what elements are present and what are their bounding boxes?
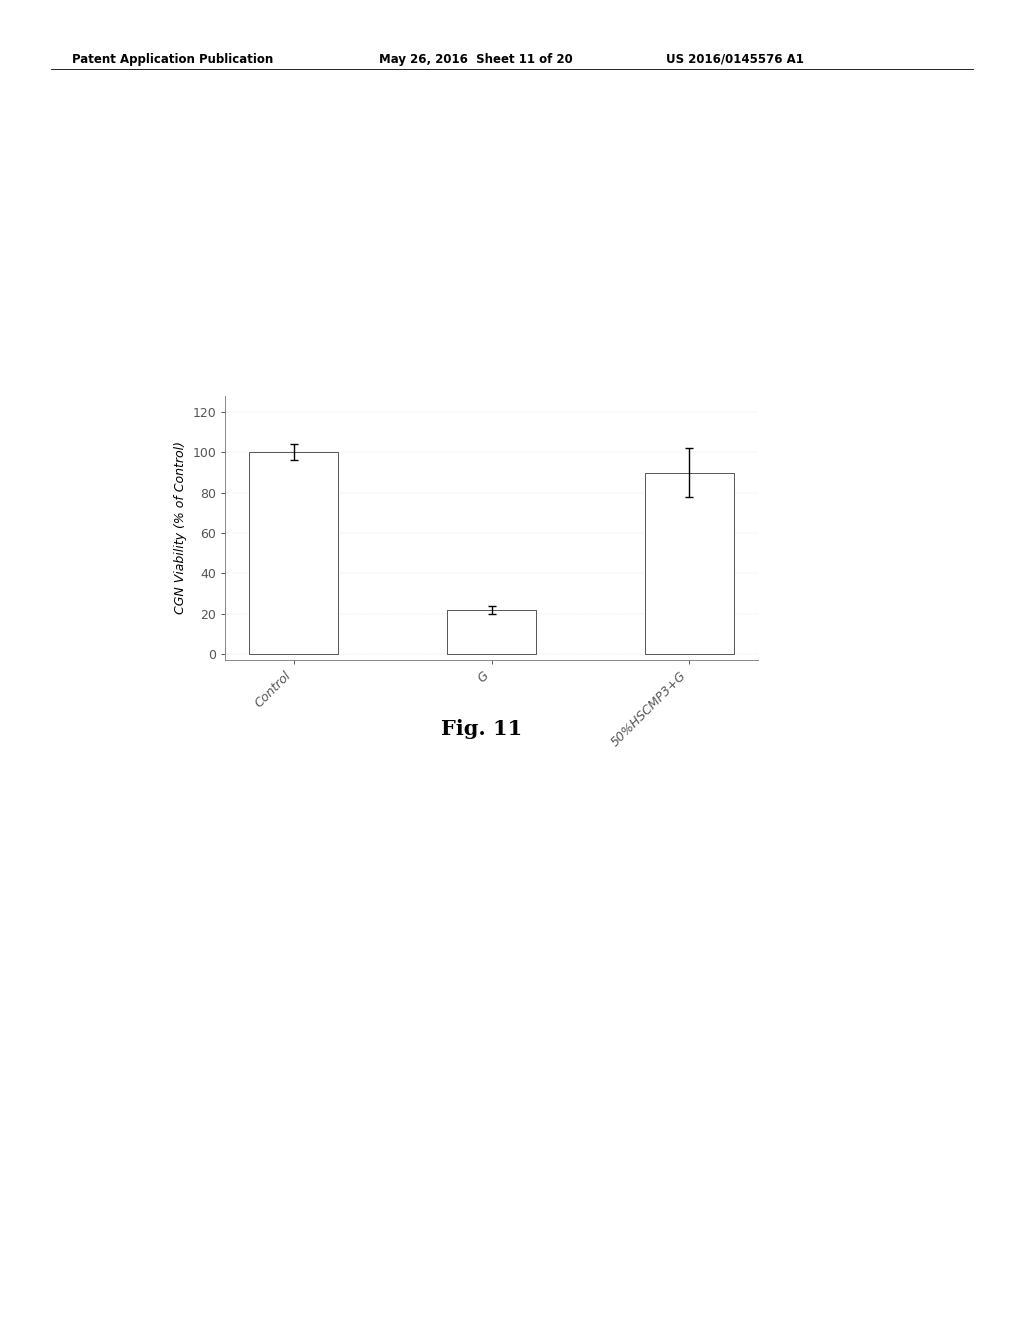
Text: US 2016/0145576 A1: US 2016/0145576 A1	[666, 53, 804, 66]
Bar	[447, 610, 536, 653]
Bar	[250, 453, 338, 653]
Text: Patent Application Publication: Patent Application Publication	[72, 53, 273, 66]
Y-axis label: CGN Viability (% of Control): CGN Viability (% of Control)	[174, 441, 186, 615]
Bar	[645, 473, 733, 653]
Text: Fig. 11: Fig. 11	[440, 719, 522, 739]
Text: May 26, 2016  Sheet 11 of 20: May 26, 2016 Sheet 11 of 20	[379, 53, 572, 66]
